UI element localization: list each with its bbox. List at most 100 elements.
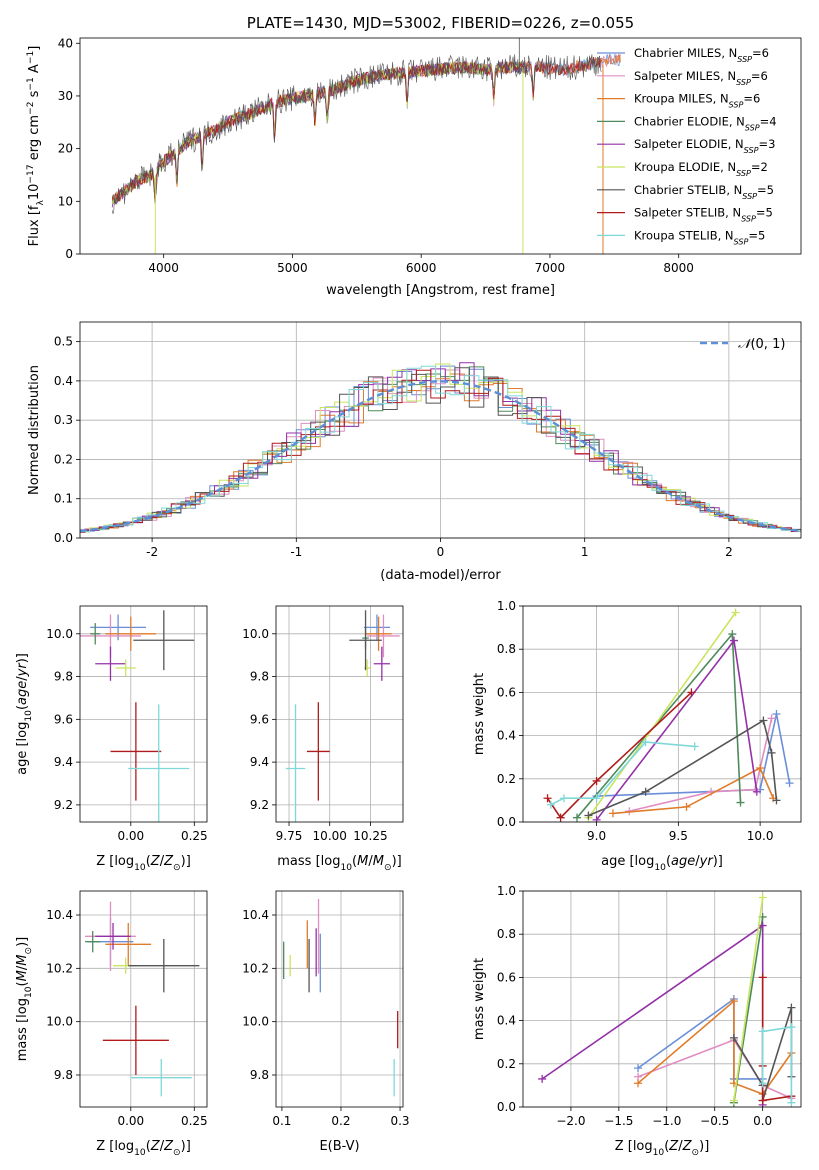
legend-label: Kroupa STELIB, NSSP=5 [634,228,765,246]
x-tick-label: -1 [290,545,302,559]
weight-marker-chabrier_stelib [729,1033,738,1042]
x-tick-label: 9.75 [276,829,303,843]
legend-label: Kroupa MILES, NSSP=6 [634,92,760,110]
x-axis-label: E(B-V) [319,1139,359,1154]
weight-line-kroupa_stelib [761,1026,793,1103]
x-tick-label: 0.00 [117,1114,144,1128]
x-tick-label: 0.2 [331,1114,350,1128]
x-tick-label: 10.25 [353,829,387,843]
x-tick-label: 5000 [277,261,308,275]
y-tick-label: 1.0 [497,599,516,613]
axes-frame [522,605,802,823]
x-tick-label: 0.25 [181,829,208,843]
y-tick-label: 0.0 [497,815,516,829]
weight-line-salpeter_miles [629,718,773,812]
y-tick-label: 9.8 [250,1068,269,1082]
weight-marker-chabrier_elodie [572,813,581,822]
spectrum-line-salpeter_elodie [111,60,525,208]
weight-marker-chabrier_miles [634,1064,643,1073]
y-tick-label: 0.4 [54,374,73,388]
legend-label: Chabrier ELODIE, NSSP=4 [634,114,777,131]
y-tick-label: 0.4 [497,1014,516,1028]
y-axis-label: mass weight [472,958,487,1040]
y-tick-label: 0.6 [497,970,516,984]
x-tick-label: -2 [146,545,158,559]
spectrum-plot [111,38,621,254]
axes-frame [79,37,802,255]
y-axis-label: mass weight [472,673,487,755]
y-tick-label: 9.6 [54,712,73,726]
y-tick-label: 20 [58,142,73,156]
legend-label: Salpeter MILES, NSSP=6 [634,69,768,87]
legend-label: Chabrier MILES, NSSP=6 [634,46,769,64]
weight-marker-chabrier_stelib [641,787,650,796]
spectrum-line-salpeter_stelib [111,56,602,203]
weight-marker-chabrier_stelib [787,1003,796,1012]
weight-marker-kroupa_miles [682,802,691,811]
weight-marker-salpeter_miles [767,714,776,723]
legend-label: Chabrier STELIB, NSSP=5 [634,183,774,201]
weight_vs_Z-plot [538,893,796,1107]
weight-marker-chabrier_stelib [767,748,776,757]
y-tick-label: 10.0 [46,1015,73,1029]
weight-marker-salpeter_stelib [556,813,565,822]
weight-line-salpeter_stelib [546,691,692,819]
axes-frame [79,321,802,539]
axes-frame [275,605,404,823]
residuals-axes: -2 -1 0 1 2 0.0 0.1 0.2 0.3 0.4 0.5 (data-model)/er… [27,321,802,583]
weight-marker-kroupa_elodie [758,893,767,902]
y-tick-label: 10.4 [242,908,269,922]
x-tick-label: 0.00 [117,829,144,843]
x-tick-label: −0.5 [700,1114,729,1128]
age_vs_mass-plot [285,610,400,822]
weight-marker-salpeter_elodie [729,636,738,645]
y-tick-label: 9.4 [250,755,269,769]
x-tick-label: 0.3 [390,1114,409,1128]
spectrum-axes: 4000 5000 6000 7000 8000 0 10 20 30 40 PLATE=1430,… [26,14,802,298]
y-tick-label: 9.8 [54,1068,73,1082]
y-tick-label: 0.2 [497,772,516,786]
weight-marker-salpeter_stelib [758,1096,767,1105]
weight-marker-kroupa_stelib [787,1023,796,1032]
x-tick-label: 9.5 [669,829,688,843]
weight-marker-salpeter_elodie [752,787,761,796]
y-tick-label: 0.0 [497,1100,516,1114]
y-tick-label: 30 [58,89,73,103]
x-axis-label: Z [log10(Z/Z⊙)] [96,854,191,873]
weight-marker-salpeter_stelib [543,794,552,803]
weight-marker-kroupa_stelib [559,794,568,803]
x-tick-label: 10.00 [313,829,347,843]
y-tick-label: 10.0 [46,627,73,641]
x-tick-label: 10.0 [747,829,774,843]
legend-label: 𝒩(0, 1) [738,337,785,352]
weight-marker-kroupa_miles [756,764,765,772]
chart-title: PLATE=1430, MJD=53002, FIBERID=0226, z=0… [247,14,634,32]
weight_vs_age-plot [543,608,794,822]
weight-marker-salpeter_stelib [758,973,767,982]
y-tick-label: 9.4 [54,755,73,769]
y-axis-label: Normed distribution [27,365,42,495]
mass_vs_Z-axes: 0.00 0.25 9.8 10.0 10.2 10.4 Z [log10(Z/Z⊙)] ma… [15,890,208,1158]
mass_vs_Z-plot [85,901,200,1097]
axes-frame [79,605,208,823]
weight-line-kroupa_elodie [587,612,737,819]
y-axis-label: Flux [fλ10−17 erg cm−2 s−1 A−1] [26,46,46,247]
y-tick-label: 9.2 [250,798,269,812]
x-axis-label: Z [log10(Z/Z⊙)] [615,1139,710,1158]
weight-marker-salpeter_elodie [592,815,601,822]
y-tick-label: 9.8 [250,670,269,684]
histogram-kroupa_stelib [80,365,801,533]
x-tick-label: 0.1 [272,1114,291,1128]
weight-marker-salpeter_stelib [687,688,696,697]
y-tick-label: 0.2 [497,1057,516,1071]
weight-marker-kroupa_stelib [592,794,601,803]
x-tick-label: 0 [437,545,445,559]
x-axis-label: mass [log10(M/M⊙)] [277,854,401,873]
age_vs_Z-axes: 0.00 0.25 9.2 9.4 9.6 9.8 10.0 Z [log10(Z/Z⊙)] a… [15,605,208,873]
axes-frame [275,890,404,1108]
y-tick-label: 10.4 [46,908,73,922]
mass_vs_ebv-plot [283,899,399,1097]
weight-marker-kroupa_stelib [690,742,699,751]
x-tick-label: 6000 [406,261,437,275]
y-tick-label: 0.4 [497,729,516,743]
